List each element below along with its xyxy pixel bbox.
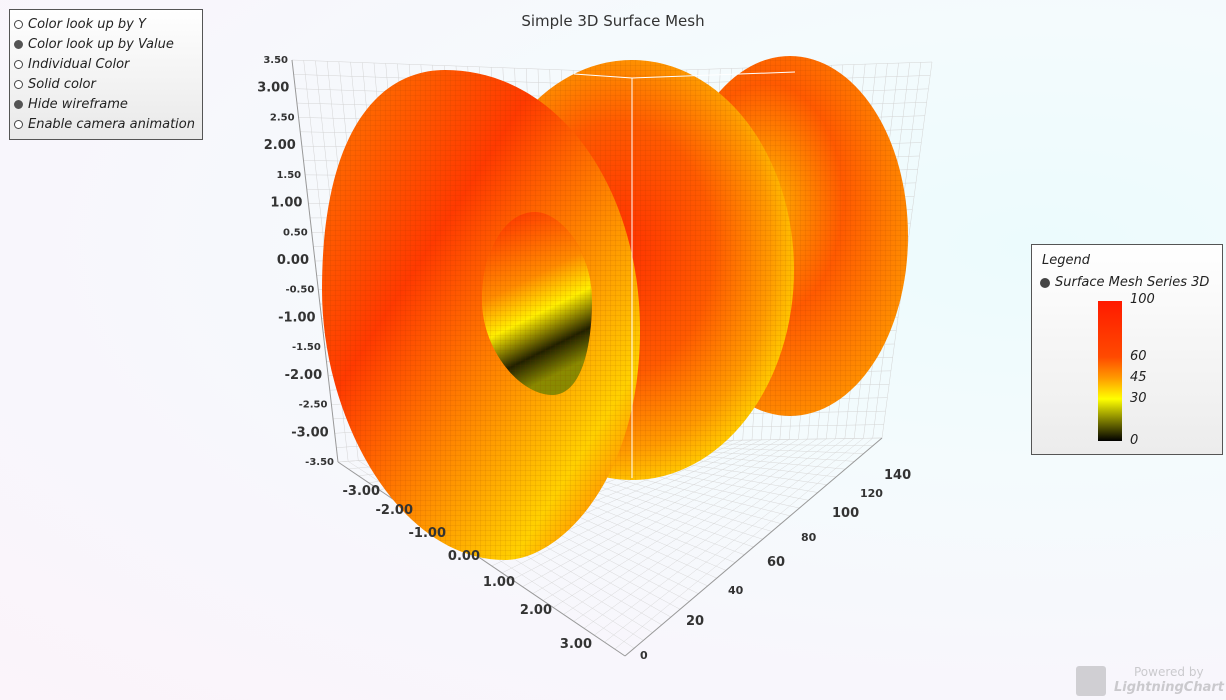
grid-line — [563, 438, 827, 615]
x-tick-label: -2.00 — [376, 503, 413, 518]
option-color-by-y[interactable]: Color look up by Y — [14, 14, 202, 34]
options-panel: Color look up by Y Color look up by Valu… — [9, 9, 203, 140]
grid-line — [594, 438, 855, 636]
y-tick-label: 0.00 — [277, 253, 309, 268]
frame-edge — [631, 71, 796, 79]
z-tick-label: 100 — [832, 506, 859, 521]
torus-front-hole-mesh — [482, 212, 592, 395]
y-tick-label: 1.00 — [270, 196, 302, 211]
checkbox-icon[interactable] — [14, 99, 23, 109]
x-tick-label: 0.00 — [448, 549, 480, 564]
grid-line — [553, 438, 818, 608]
option-hide-wireframe[interactable]: Hide wireframe — [14, 94, 202, 114]
checkbox-icon[interactable] — [14, 119, 23, 129]
option-label: Hide wireframe — [28, 96, 128, 112]
grid-line — [542, 438, 808, 601]
z-tick-label: 60 — [767, 555, 785, 570]
y-tick-label: 2.50 — [270, 112, 295, 123]
torus-front-mesh — [322, 70, 640, 560]
y-tick-label: 0.50 — [283, 227, 308, 238]
grid-line — [614, 437, 873, 650]
x-tick-label: 1.00 — [483, 575, 515, 590]
radio-icon[interactable] — [14, 19, 23, 29]
radio-icon[interactable] — [14, 59, 23, 69]
option-color-by-value[interactable]: Color look up by Value — [14, 34, 202, 54]
scale-label: 30 — [1130, 391, 1147, 406]
z-tick-label: 20 — [686, 614, 704, 629]
option-label: Individual Color — [28, 56, 130, 72]
option-label: Color look up by Y — [28, 16, 146, 32]
z-tick-label: 140 — [884, 468, 911, 483]
y-tick-label: -1.00 — [278, 310, 315, 325]
y-tick-label: 3.00 — [257, 81, 289, 96]
scale-label: 0 — [1130, 433, 1139, 448]
z-tick-label: 40 — [728, 584, 744, 597]
grid-line — [522, 439, 790, 587]
y-tick-label: -2.00 — [285, 368, 322, 383]
legend-panel: Legend Surface Mesh Series 3D 100 60 45 … — [1031, 244, 1223, 455]
y-tick-label: -3.50 — [305, 457, 334, 468]
scale-label: 100 — [1130, 292, 1155, 307]
z-tick-label: 80 — [801, 531, 817, 544]
grid-line — [573, 438, 836, 622]
grid-line — [583, 438, 846, 629]
y-tick-label: -0.50 — [285, 285, 314, 296]
lightningchart-logo-icon — [1076, 666, 1106, 696]
x-tick-label: -1.00 — [409, 526, 446, 541]
x-tick-label: 2.00 — [520, 603, 552, 618]
color-scale-bar — [1098, 301, 1122, 441]
watermark-line1: Powered by — [1134, 665, 1204, 679]
radio-icon[interactable] — [14, 39, 23, 49]
series-dot-icon — [1040, 277, 1050, 288]
y-tick-label: 1.50 — [276, 170, 301, 181]
grid-line — [532, 439, 799, 594]
x-axis-line — [337, 461, 626, 657]
option-camera-animation[interactable]: Enable camera animation — [14, 114, 202, 134]
option-label: Color look up by Value — [28, 36, 174, 52]
legend-title: Legend — [1042, 253, 1090, 268]
legend-series-label: Surface Mesh Series 3D — [1055, 275, 1210, 290]
grid-line — [512, 439, 780, 581]
axis-ticks: 3.50 3.00 2.50 2.00 1.50 1.00 0.50 0.00 -0.50 -1.… — [257, 55, 911, 662]
chart-title: Simple 3D Surface Mesh — [521, 12, 705, 30]
scale-label: 60 — [1130, 349, 1147, 364]
option-individual-color[interactable]: Individual Color — [14, 54, 202, 74]
grid-line — [604, 438, 864, 643]
option-label: Solid color — [28, 76, 96, 92]
y-tick-label: -2.50 — [299, 400, 328, 411]
option-solid-color[interactable]: Solid color — [14, 74, 202, 94]
legend-series-entry[interactable]: Surface Mesh Series 3D — [1040, 275, 1209, 290]
scale-label: 45 — [1130, 370, 1147, 385]
y-tick-label: -1.50 — [292, 342, 321, 353]
x-tick-label: 3.00 — [560, 637, 592, 652]
z-tick-label: 120 — [860, 487, 883, 500]
option-label: Enable camera animation — [28, 116, 195, 132]
watermark-line2: LightningChart — [1114, 680, 1224, 695]
y-tick-label: 3.50 — [263, 55, 288, 66]
surface-mesh-series — [322, 56, 908, 560]
y-tick-label: 2.00 — [264, 138, 296, 153]
z-tick-label: 0 — [640, 649, 648, 662]
y-axis-line — [291, 59, 339, 463]
x-tick-label: -3.00 — [343, 484, 380, 499]
grid-line — [501, 439, 771, 574]
radio-icon[interactable] — [14, 79, 23, 89]
watermark: Powered by LightningChart — [1076, 664, 1224, 698]
z-axis-line — [624, 437, 883, 657]
frame-edge — [573, 73, 633, 79]
y-tick-label: -3.00 — [291, 425, 328, 440]
